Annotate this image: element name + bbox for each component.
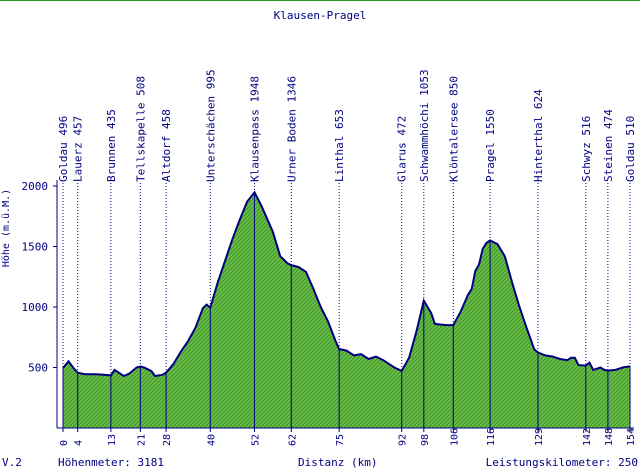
x-tick-label: 75	[335, 434, 346, 446]
footer-version: V.2	[2, 456, 22, 469]
x-tick-label: 28	[162, 434, 173, 446]
waypoint-label: Altdorf 458	[160, 109, 173, 182]
waypoint-label: Unterschächen 995	[204, 69, 217, 182]
footer-hoehenmeter: Höhenmeter: 3181	[58, 456, 164, 469]
waypoint-label: Schwammhöchi 1053	[418, 69, 431, 182]
waypoint-label: Hinterthal 624	[532, 89, 545, 182]
waypoint-labels: Goldau 496 Lauerz 457 Brunnen 435 Tellskape…	[57, 69, 637, 182]
waypoint-label: Goldau 510	[624, 116, 637, 182]
x-tick-label: 154	[626, 428, 637, 446]
x-tick-label: 148	[604, 428, 615, 446]
waypoint-label: Glarus 472	[396, 116, 409, 182]
chart-title: Klausen-Pragel	[274, 9, 367, 22]
x-tick-label: 13	[107, 434, 118, 446]
x-tick-label: 40	[206, 434, 217, 446]
x-tick-label: 62	[287, 434, 298, 446]
y-axis-label: Höhe (m.ü.M.)	[1, 189, 12, 267]
x-tick-label: 21	[136, 434, 147, 446]
x-tick-label: 106	[449, 428, 460, 446]
x-tick-label: 52	[250, 434, 261, 446]
x-tick-label: 0	[59, 440, 70, 446]
waypoint-label: Klausenpass 1948	[248, 76, 261, 182]
y-tick-label: 2000	[22, 180, 49, 193]
x-tick-label: 142	[582, 428, 593, 446]
waypoint-label: Linthal 653	[333, 109, 346, 182]
footer-distanz: Distanz (km)	[298, 456, 377, 469]
x-tick-label: 4	[74, 440, 85, 446]
area-layer	[62, 190, 631, 428]
waypoint-label: Schwyz 516	[580, 116, 593, 182]
footer-leistungskilometer: Leistungskilometer: 250	[486, 456, 638, 469]
axes: 500 1000 1500 2000 0 4 13 21 28 40 52 62 75 92 98 106 11…	[22, 180, 637, 446]
y-tick-label: 1500	[22, 241, 49, 254]
x-tick-label: 116	[486, 428, 497, 446]
waypoint-label: Goldau 496	[57, 116, 70, 182]
waypoint-label: Steinen 474	[602, 109, 615, 182]
x-tick-label: 129	[534, 428, 545, 446]
elevation-area	[63, 192, 630, 428]
y-tick-label: 1000	[22, 301, 49, 314]
waypoint-label: Brunnen 435	[105, 109, 118, 182]
x-tick-label: 98	[420, 434, 431, 446]
y-tick-label: 500	[28, 362, 48, 375]
waypoint-label: Klöntalersee 850	[447, 76, 460, 182]
waypoint-label: Lauerz 457	[72, 116, 85, 182]
waypoint-lines	[62, 183, 631, 428]
waypoint-label: Tellskapelle 508	[134, 76, 147, 182]
waypoint-label: Pragel 1550	[484, 109, 497, 182]
elevation-line	[62, 190, 631, 378]
x-tick-label: 92	[398, 434, 409, 446]
waypoint-label: Urner Boden 1346	[285, 76, 298, 182]
